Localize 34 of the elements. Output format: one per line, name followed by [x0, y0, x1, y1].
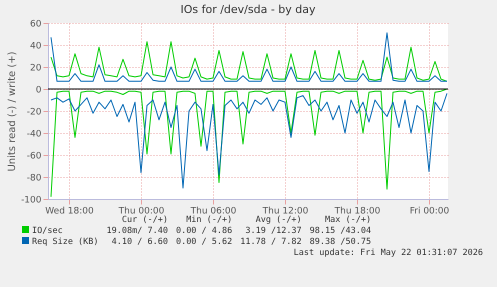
text: 19.08m/ 7.40 [106, 226, 168, 237]
text: 0.00 / 4.86 [174, 226, 232, 237]
text: 89.38 /50.75 [308, 237, 372, 248]
legend-label: IO/sec [31, 226, 64, 237]
x-tick-label: Thu 00:00 [118, 206, 165, 216]
text: 98.15 /43.04 [308, 226, 372, 237]
text: Min (-/+) [185, 215, 232, 226]
y-tick-label: -100 [21, 196, 42, 206]
x-tick-label: Thu 06:00 [190, 206, 237, 216]
y-tick-label: -40 [26, 130, 42, 140]
y-tick-label: 20 [30, 64, 42, 74]
text: 3.19 /12.37 [244, 226, 302, 237]
text: 11.78 / 7.82 [239, 237, 302, 248]
y-tick-label: 0 [36, 86, 42, 96]
x-tick-label: Thu 18:00 [334, 206, 381, 216]
text: Avg (-/+) [254, 215, 302, 226]
y-tick-label: -80 [26, 174, 42, 184]
line-series [50, 32, 448, 82]
chart-title: IOs for /dev/sda - by day [180, 3, 316, 16]
x-tick-label: Fri 00:00 [410, 206, 450, 216]
text: 4.10 / 6.60 [110, 237, 168, 248]
x-tick-label: Wed 18:00 [45, 206, 94, 216]
text: Max (-/+) [324, 215, 372, 226]
y-tick-label: 40 [30, 42, 42, 52]
text: Last update: Fri May 22 01:31:07 2026 [292, 248, 483, 258]
text: Cur (-/+) [120, 215, 168, 226]
y-tick-label: -20 [26, 108, 42, 118]
y-tick-label: 60 [30, 20, 42, 30]
y-axis-title: Units read (-) / write (+) [7, 51, 18, 172]
y-tick-label: -60 [26, 152, 42, 162]
legend-label: Req Size (KB) [31, 237, 99, 248]
x-tick-label: Thu 12:00 [262, 206, 309, 216]
text: 0.00 / 5.62 [174, 237, 232, 248]
line-series [50, 41, 448, 82]
